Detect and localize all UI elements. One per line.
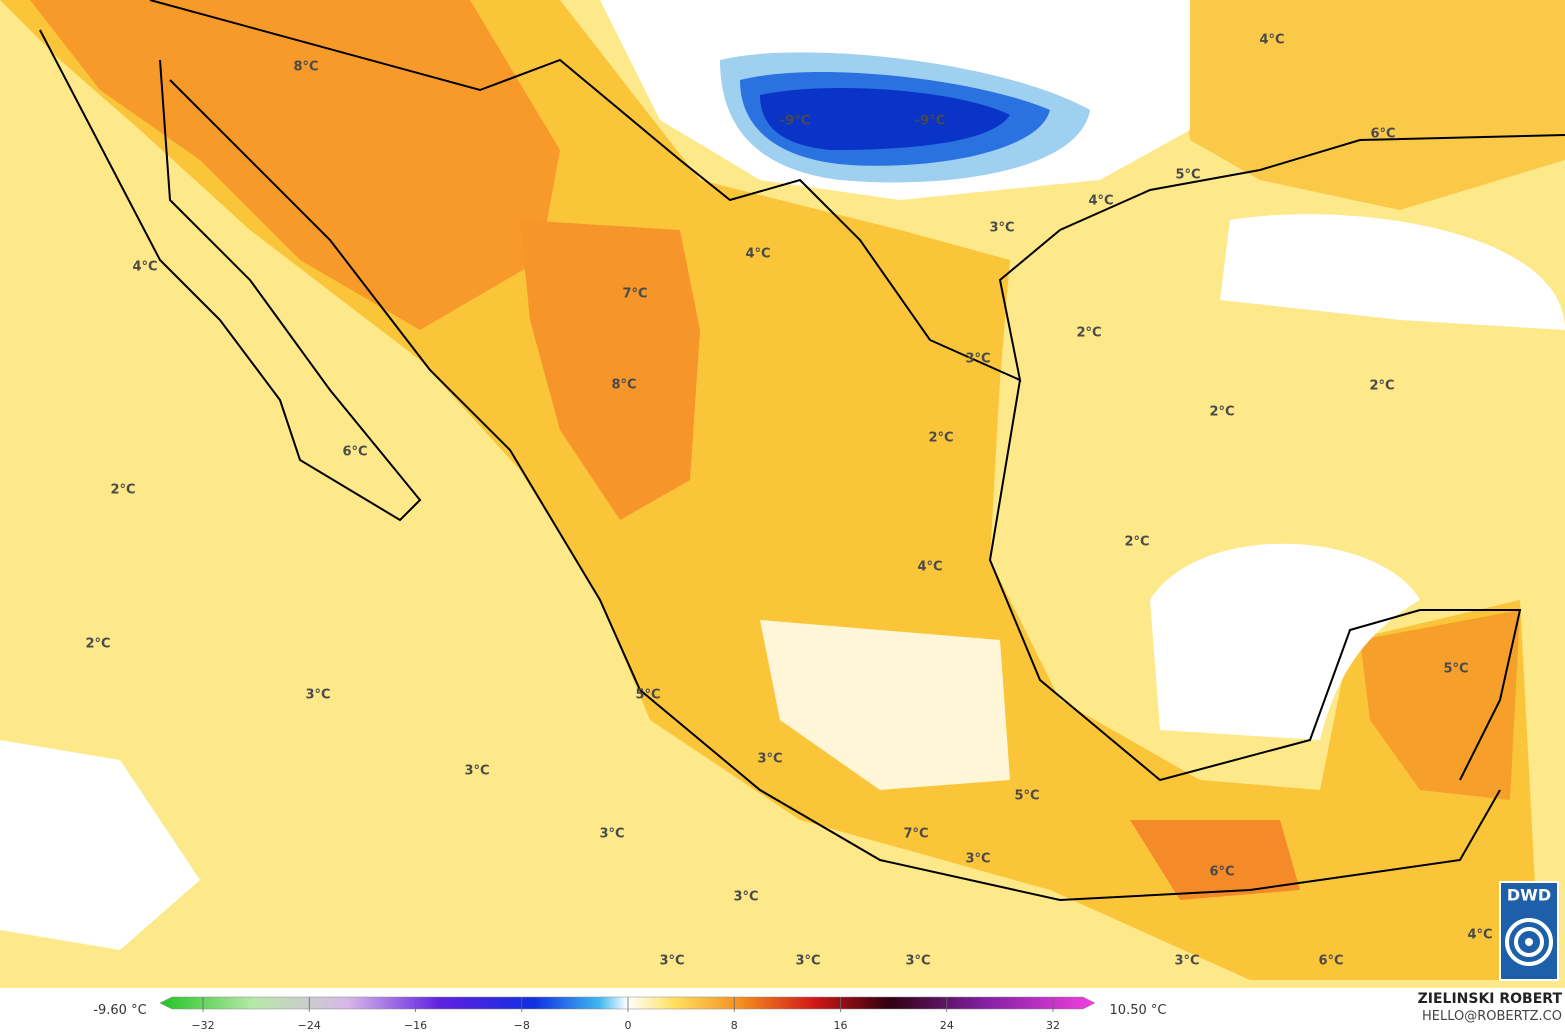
legend-max: 10.50 °C xyxy=(1110,1003,1167,1018)
colorbar-tick-label: 8 xyxy=(731,1019,738,1032)
temperature-label: 2°C xyxy=(1076,326,1101,341)
temperature-label: 2°C xyxy=(1209,405,1234,420)
credit-name: ZIELINSKI ROBERT xyxy=(1418,991,1563,1007)
temperature-label: 4°C xyxy=(1259,33,1284,48)
colorbar-tick-label: −16 xyxy=(404,1019,427,1032)
temperature-label: 6°C xyxy=(1209,865,1234,880)
temperature-label: -9°C xyxy=(915,114,945,129)
temperature-label: 2°C xyxy=(928,431,953,446)
temperature-label: 6°C xyxy=(1318,954,1343,969)
legend-min: -9.60 °C xyxy=(93,1003,146,1018)
temperature-label: 5°C xyxy=(1014,789,1039,804)
colorbar-tick-label: 16 xyxy=(834,1019,848,1032)
temperature-label: 3°C xyxy=(599,827,624,842)
temperature-label: 5°C xyxy=(1443,662,1468,677)
coastline xyxy=(39,0,1565,902)
temperature-label: 4°C xyxy=(1467,928,1492,943)
temperature-label: 3°C xyxy=(795,954,820,969)
colorbar xyxy=(159,996,1096,1010)
temperature-label: 2°C xyxy=(1124,535,1149,550)
credit-contact: HELLO@ROBERTZ.CO xyxy=(1422,1009,1562,1024)
temperature-label: 3°C xyxy=(989,221,1014,236)
temperature-label: 8°C xyxy=(293,60,318,75)
colorbar-tick-label: 0 xyxy=(625,1019,632,1032)
temperature-label: 3°C xyxy=(305,688,330,703)
temperature-label: 4°C xyxy=(1088,194,1113,209)
temperature-label: 3°C xyxy=(965,352,990,367)
temperature-label: 3°C xyxy=(659,954,684,969)
colorbar-tick-label: 32 xyxy=(1046,1019,1060,1032)
temperature-label: 2°C xyxy=(1369,379,1394,394)
temperature-label: 2°C xyxy=(110,483,135,498)
temperature-label: 4°C xyxy=(132,260,157,275)
temperature-label: 7°C xyxy=(903,827,928,842)
temperature-label: 6°C xyxy=(1370,127,1395,142)
temperature-label: 7°C xyxy=(622,287,647,302)
temperature-label: 4°C xyxy=(745,247,770,262)
colorbar-tick-label: −8 xyxy=(514,1019,530,1032)
legend-strip xyxy=(0,988,1565,1035)
temperature-label: 3°C xyxy=(464,764,489,779)
temperature-label: 3°C xyxy=(905,954,930,969)
temperature-fields xyxy=(0,0,1565,980)
map-labels: 8°C -9°C -9°C 4°C 6°C 5°C 4°C 3°C 4°C 4°C 7°C 2°C 3°… xyxy=(85,33,1492,969)
temperature-label: 6°C xyxy=(342,445,367,460)
temperature-label: 3°C xyxy=(757,752,782,767)
logo: DWD xyxy=(1499,881,1559,981)
colorbar-tick-label: −32 xyxy=(191,1019,214,1032)
temperature-label: 5°C xyxy=(635,688,660,703)
colorbar-tick-label: −24 xyxy=(298,1019,321,1032)
temperature-label: 8°C xyxy=(611,378,636,393)
logo-text: DWD xyxy=(1507,886,1551,905)
temperature-label: 5°C xyxy=(1175,168,1200,183)
temperature-label: 3°C xyxy=(1174,954,1199,969)
temperature-label: 3°C xyxy=(965,852,990,867)
temperature-label: 4°C xyxy=(917,560,942,575)
colorbar-tick-label: 24 xyxy=(940,1019,954,1032)
temperature-label: 2°C xyxy=(85,637,110,652)
temperature-label: -9°C xyxy=(780,114,810,129)
temperature-label: 3°C xyxy=(733,890,758,905)
